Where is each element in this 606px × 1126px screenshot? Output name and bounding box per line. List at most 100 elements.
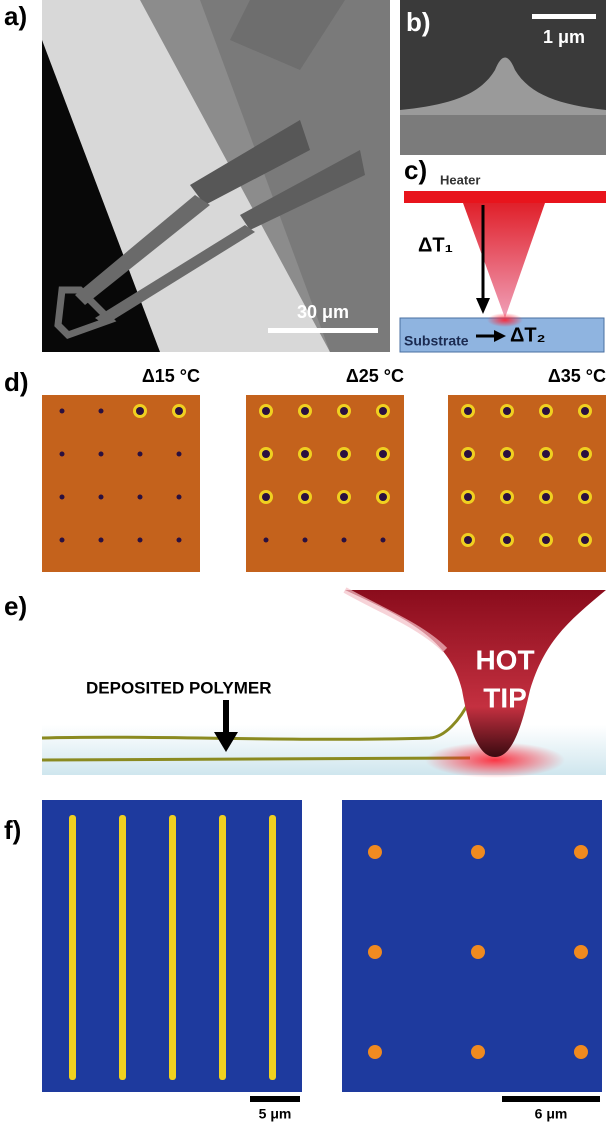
panel-f: 5 μm 6 μm f): [4, 800, 602, 1122]
pit: [99, 409, 104, 414]
pit: [60, 409, 65, 414]
afm-image: [246, 395, 404, 572]
pit: [379, 493, 387, 501]
pit: [503, 493, 511, 501]
pit: [262, 407, 270, 415]
tip-label: TIP: [483, 682, 527, 713]
scale-bar: [502, 1096, 600, 1102]
tip-label: HOT: [475, 644, 534, 675]
heater-label: Heater: [440, 172, 480, 187]
panel-a: 30 μm a): [4, 0, 390, 352]
image-title: Δ15 °C: [142, 366, 200, 386]
heater: [404, 191, 606, 203]
polymer-dot: [574, 945, 588, 959]
pit: [99, 495, 104, 500]
polymer-dot: [368, 845, 382, 859]
pit: [379, 407, 387, 415]
scale-label: 6 μm: [535, 1106, 568, 1122]
polymer-dot: [574, 1045, 588, 1059]
pit: [381, 538, 386, 543]
panel-c: Heater ΔT₁ Substrate ΔT₂ c): [400, 155, 606, 352]
pit: [581, 493, 589, 501]
pit: [464, 407, 472, 415]
pit: [175, 407, 183, 415]
pit: [99, 538, 104, 543]
pit: [60, 495, 65, 500]
pit: [301, 407, 309, 415]
scale-label: 30 μm: [297, 302, 349, 322]
polymer-line: [269, 815, 276, 1080]
polymer-dot: [574, 845, 588, 859]
pit: [177, 452, 182, 457]
image-title: Δ35 °C: [548, 366, 606, 386]
pit: [262, 493, 270, 501]
scale-label: 1 μm: [543, 27, 585, 47]
panel-label: f): [4, 815, 21, 845]
panel-d: d) Δ15 °C Δ25 °C Δ35 °C: [4, 366, 606, 572]
figure: 30 μm a) 1 μm b) Heater ΔT₁ Substrate ΔT…: [0, 0, 606, 1126]
panel-e: HOT TIP DEPOSITED POLYMER e): [4, 590, 606, 778]
pit: [581, 407, 589, 415]
pit: [303, 538, 308, 543]
polymer-dot: [471, 1045, 485, 1059]
pit: [542, 407, 550, 415]
polymer-line: [69, 815, 76, 1080]
scale-bar: [268, 328, 378, 333]
delta-t2: ΔT₂: [510, 324, 545, 346]
panel-label: e): [4, 591, 27, 621]
tip: [463, 203, 545, 318]
afm-image: [342, 800, 602, 1092]
substrate-label: Substrate: [404, 333, 469, 349]
pit: [138, 452, 143, 457]
pit: [340, 493, 348, 501]
pit: [340, 450, 348, 458]
scale-bar: [250, 1096, 300, 1102]
pit: [301, 450, 309, 458]
scale-bar: [532, 14, 596, 19]
polymer-line: [169, 815, 176, 1080]
pit: [464, 493, 472, 501]
pit: [136, 407, 144, 415]
polymer-line: [119, 815, 126, 1080]
polymer-dot: [368, 945, 382, 959]
pit: [581, 450, 589, 458]
pit: [340, 407, 348, 415]
pit: [60, 452, 65, 457]
pit: [177, 538, 182, 543]
panel-label: c): [404, 155, 427, 185]
pit: [542, 536, 550, 544]
panel-label: d): [4, 367, 29, 397]
delta-t1: ΔT₁: [418, 234, 453, 256]
base: [400, 115, 606, 155]
pit: [342, 538, 347, 543]
deposited-label: DEPOSITED POLYMER: [86, 678, 271, 697]
afm-image: [42, 395, 200, 572]
polymer-bottom: [42, 758, 470, 760]
pit: [464, 536, 472, 544]
pit: [264, 538, 269, 543]
pit: [138, 495, 143, 500]
panel-label: b): [406, 7, 431, 37]
pit: [542, 450, 550, 458]
panel-b: 1 μm b): [400, 0, 606, 155]
arrowhead: [476, 298, 490, 314]
pit: [138, 538, 143, 543]
scale-label: 5 μm: [259, 1106, 292, 1122]
pit: [99, 452, 104, 457]
polymer-line: [219, 815, 226, 1080]
image-title: Δ25 °C: [346, 366, 404, 386]
page: {"panels": { "a": {"label": "a)", "scale…: [0, 0, 606, 1126]
panel-label: a): [4, 1, 27, 31]
pit: [503, 407, 511, 415]
pit: [177, 495, 182, 500]
polymer-dot: [471, 945, 485, 959]
pit: [503, 450, 511, 458]
pit: [464, 450, 472, 458]
pit: [542, 493, 550, 501]
pit: [301, 493, 309, 501]
polymer-dot: [368, 1045, 382, 1059]
pit: [503, 536, 511, 544]
polymer-dot: [471, 845, 485, 859]
pit: [60, 538, 65, 543]
pit: [581, 536, 589, 544]
